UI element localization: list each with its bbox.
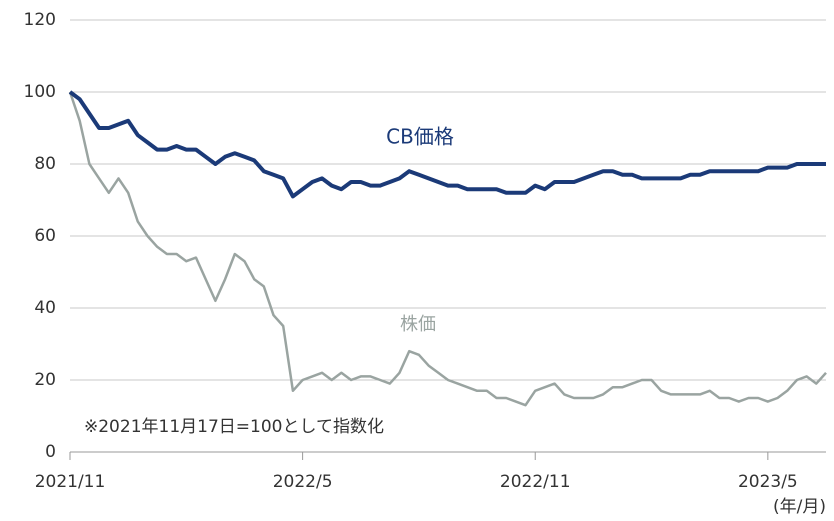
y-tick-label: 100 [24, 82, 56, 102]
x-tick-label: 2022/5 [273, 472, 333, 492]
y-tick-label: 60 [34, 226, 56, 246]
y-tick-label: 20 [34, 370, 56, 390]
y-tick-label: 40 [34, 298, 56, 318]
series-label: CB価格 [386, 125, 454, 149]
series-label: 株価 [400, 314, 436, 335]
x-tick-label: 2023/5 [738, 472, 798, 492]
y-tick-label: 0 [45, 442, 56, 462]
y-tick-label: 80 [34, 154, 56, 174]
series-line [68, 91, 827, 407]
x-tick-label: 2022/11 [500, 472, 571, 492]
note: ※2021年11月17日=100として指数化 [84, 417, 384, 437]
x-tick-label: 2021/11 [35, 472, 106, 492]
y-tick-label: 120 [24, 10, 56, 30]
series-line [68, 90, 826, 199]
x-unit: (年/月) [773, 497, 826, 517]
